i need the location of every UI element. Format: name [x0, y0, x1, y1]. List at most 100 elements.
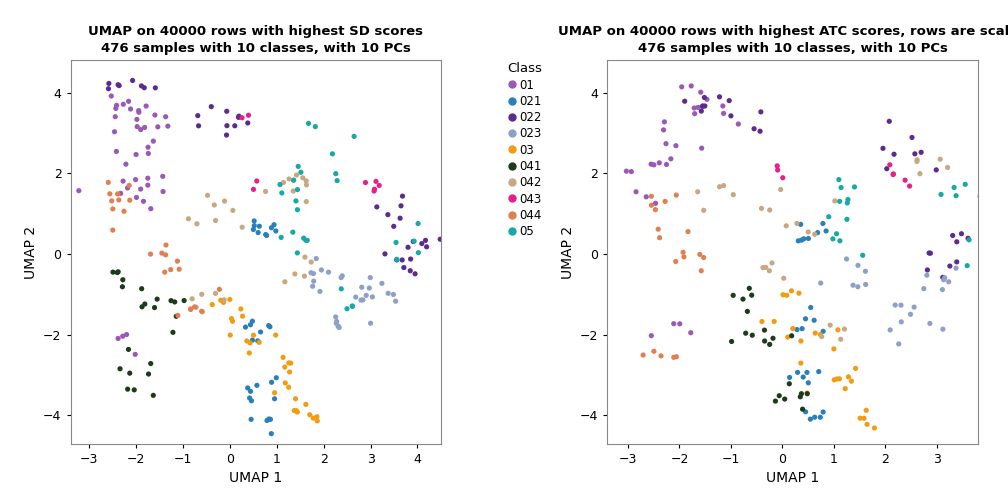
03	[245, 331, 261, 339]
021	[250, 228, 266, 236]
023	[812, 279, 829, 287]
01	[155, 187, 171, 196]
041	[145, 391, 161, 399]
041	[744, 331, 760, 339]
042	[285, 176, 301, 184]
023	[922, 320, 938, 328]
041	[783, 332, 799, 340]
042	[800, 228, 816, 236]
044	[154, 249, 170, 257]
041	[120, 345, 136, 353]
05	[307, 122, 324, 131]
05	[274, 189, 290, 197]
05	[829, 230, 845, 238]
043	[367, 185, 383, 193]
Legend: 01, 021, 022, 023, 03, 041, 042, 043, 044, 05: 01, 021, 022, 023, 03, 041, 042, 043, 04…	[504, 59, 546, 242]
03	[305, 414, 322, 422]
01	[638, 193, 654, 201]
023	[321, 268, 337, 276]
023	[311, 287, 328, 295]
022	[396, 264, 412, 272]
023	[385, 290, 401, 298]
05	[295, 234, 311, 242]
021	[246, 222, 262, 230]
01	[147, 111, 163, 119]
042	[823, 321, 839, 329]
043	[775, 174, 791, 182]
05	[974, 197, 990, 205]
042	[764, 259, 780, 267]
042	[208, 217, 224, 225]
03	[266, 389, 282, 397]
022	[913, 148, 929, 156]
042	[689, 187, 706, 196]
022	[394, 192, 410, 200]
03	[235, 312, 251, 320]
05	[410, 248, 426, 257]
03	[222, 331, 238, 339]
044	[100, 178, 116, 186]
023	[850, 262, 866, 270]
05	[847, 183, 863, 191]
023	[363, 319, 379, 327]
042	[725, 191, 741, 199]
043	[885, 170, 901, 178]
03	[852, 414, 868, 422]
03	[277, 363, 293, 371]
044	[675, 253, 691, 261]
05	[832, 237, 848, 245]
023	[948, 264, 964, 272]
022	[432, 235, 449, 243]
05	[297, 236, 313, 244]
042	[912, 170, 928, 178]
023	[329, 319, 345, 327]
022	[944, 231, 961, 239]
022	[904, 134, 920, 142]
041	[143, 359, 159, 367]
03	[754, 318, 770, 326]
05	[290, 162, 306, 170]
021	[818, 227, 835, 235]
044	[171, 265, 187, 273]
044	[635, 351, 651, 359]
03	[275, 353, 291, 361]
03	[829, 375, 845, 383]
044	[158, 241, 174, 249]
041	[793, 390, 809, 398]
01	[643, 332, 659, 340]
044	[121, 181, 137, 190]
042	[778, 222, 794, 230]
01	[121, 97, 137, 105]
05	[345, 302, 361, 310]
022	[695, 102, 711, 110]
05	[406, 237, 422, 245]
022	[110, 81, 126, 89]
01	[135, 197, 151, 205]
05	[346, 133, 362, 141]
022	[949, 238, 965, 246]
042	[932, 155, 949, 163]
022	[369, 203, 385, 211]
05	[961, 236, 977, 244]
03	[239, 337, 255, 345]
05	[289, 249, 305, 257]
03	[793, 337, 809, 345]
044	[182, 305, 199, 313]
042	[776, 274, 792, 282]
05	[832, 198, 848, 206]
022	[393, 202, 409, 210]
022	[886, 150, 902, 158]
021	[268, 374, 284, 382]
03	[225, 317, 241, 325]
044	[646, 347, 662, 355]
023	[935, 276, 952, 284]
03	[286, 407, 302, 415]
01	[665, 320, 681, 328]
042	[216, 296, 232, 304]
01	[686, 110, 703, 118]
044	[156, 268, 172, 276]
022	[125, 77, 141, 85]
044	[102, 190, 118, 198]
022	[219, 107, 235, 115]
022	[697, 93, 713, 101]
